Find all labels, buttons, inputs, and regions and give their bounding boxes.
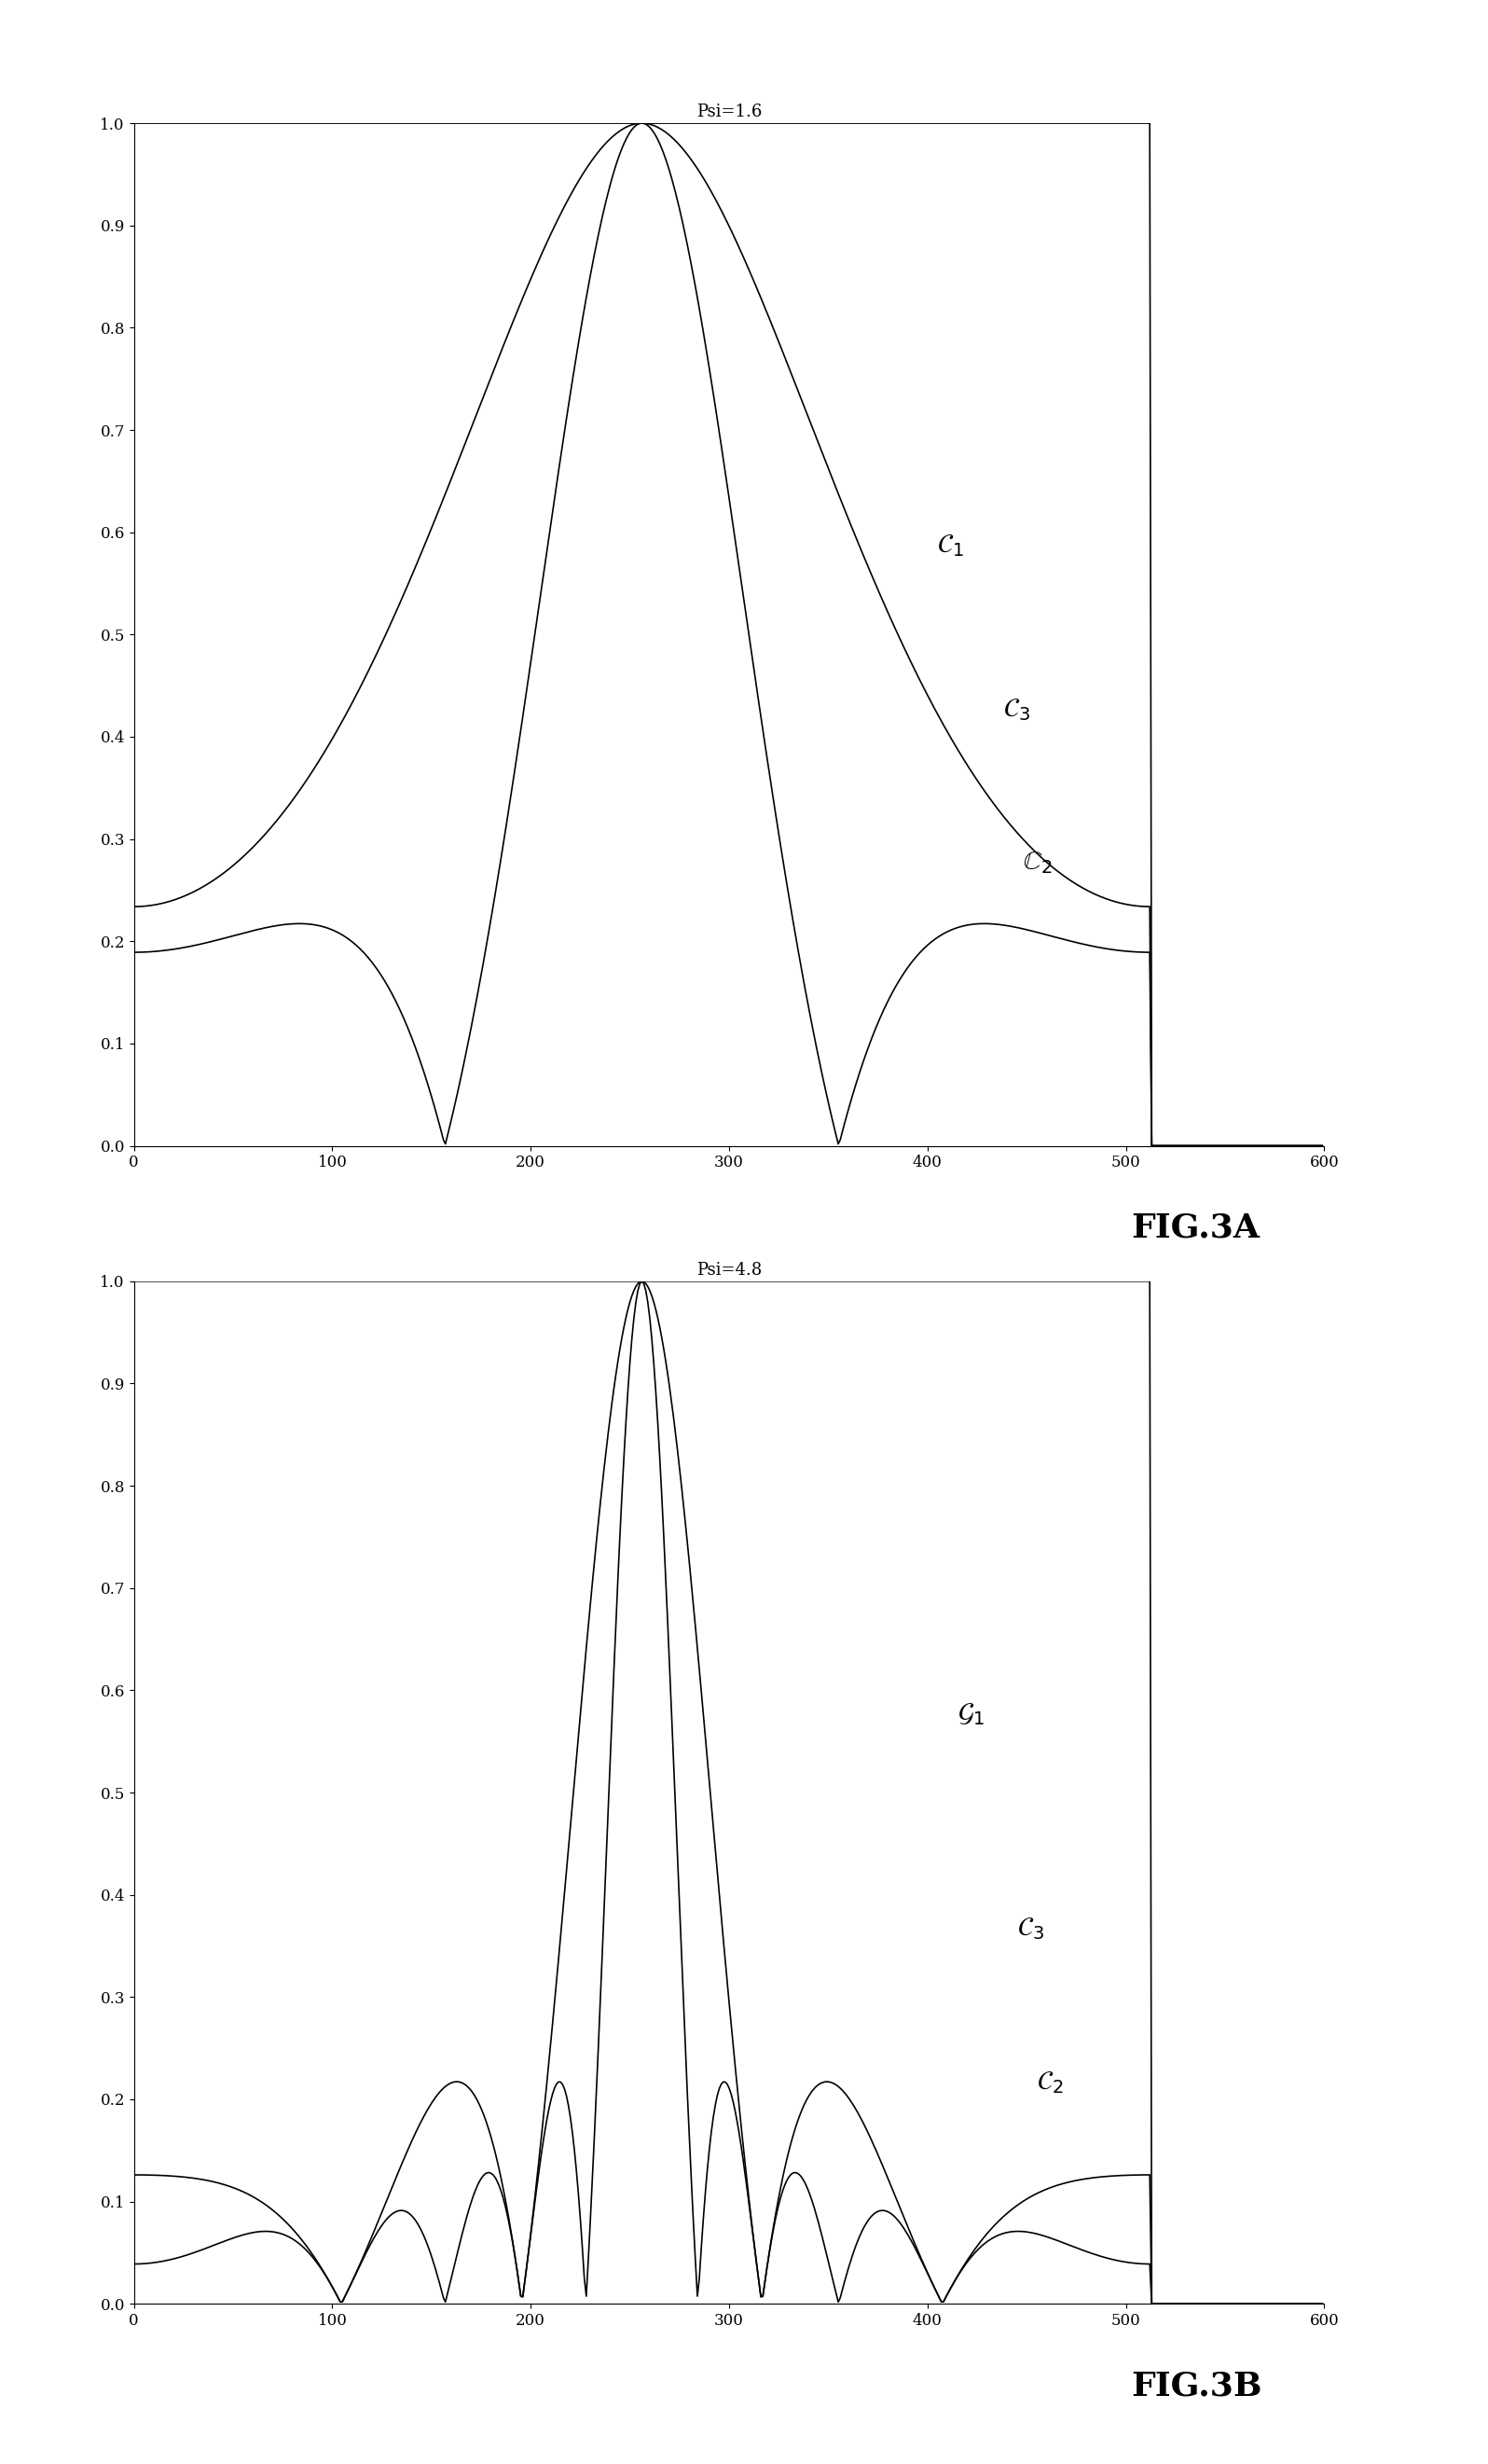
Text: $\mathcal{C}_3$: $\mathcal{C}_3$	[1003, 697, 1030, 722]
Text: $\mathcal{C}_1$: $\mathcal{C}_1$	[937, 532, 964, 559]
Title: Psi=1.6: Psi=1.6	[696, 103, 762, 121]
Text: FIG.3A: FIG.3A	[1131, 1212, 1259, 1244]
Text: $\mathcal{G}_1$: $\mathcal{G}_1$	[957, 1703, 985, 1727]
Text: $\mathbb{C}_2$: $\mathbb{C}_2$	[1022, 850, 1052, 877]
Text: $\mathcal{C}_3$: $\mathcal{C}_3$	[1016, 1917, 1043, 1942]
Title: Psi=4.8: Psi=4.8	[696, 1262, 762, 1279]
Text: $\mathcal{C}_2$: $\mathcal{C}_2$	[1037, 2070, 1062, 2094]
Text: FIG.3B: FIG.3B	[1131, 2370, 1262, 2402]
